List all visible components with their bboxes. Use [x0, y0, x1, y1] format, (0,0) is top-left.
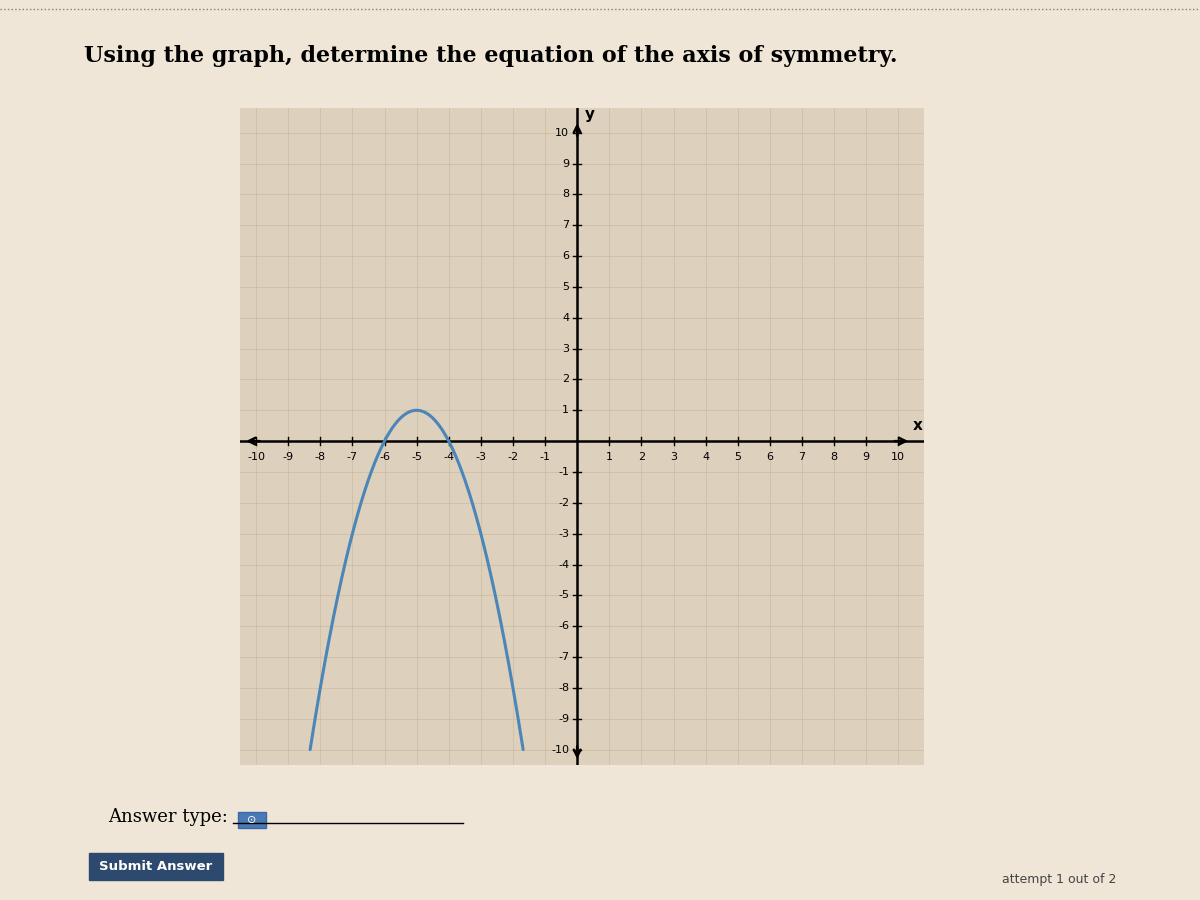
Text: x: x	[913, 418, 923, 434]
Text: 7: 7	[562, 220, 569, 230]
Text: ⊙: ⊙	[247, 815, 257, 825]
Text: -8: -8	[558, 683, 569, 693]
Text: -5: -5	[412, 452, 422, 462]
Text: -1: -1	[540, 452, 551, 462]
Text: 5: 5	[562, 282, 569, 292]
Text: -9: -9	[558, 714, 569, 724]
Text: 10: 10	[556, 128, 569, 138]
Text: 4: 4	[702, 452, 709, 462]
Text: -10: -10	[551, 744, 569, 754]
Text: 9: 9	[562, 158, 569, 168]
Text: Submit Answer: Submit Answer	[100, 860, 212, 873]
Text: -1: -1	[558, 467, 569, 477]
Text: -3: -3	[558, 528, 569, 539]
Text: 6: 6	[562, 251, 569, 261]
Text: 3: 3	[562, 344, 569, 354]
Text: 1: 1	[606, 452, 613, 462]
Text: -8: -8	[314, 452, 326, 462]
Text: 5: 5	[734, 452, 742, 462]
Text: 4: 4	[562, 312, 569, 323]
Text: -5: -5	[558, 590, 569, 600]
Text: 7: 7	[798, 452, 805, 462]
Text: 1: 1	[562, 405, 569, 415]
Text: 2: 2	[562, 374, 569, 384]
Text: 3: 3	[670, 452, 677, 462]
FancyBboxPatch shape	[238, 812, 266, 828]
Text: 8: 8	[562, 189, 569, 200]
Text: Using the graph, determine the equation of the axis of symmetry.: Using the graph, determine the equation …	[84, 45, 898, 67]
Text: 9: 9	[863, 452, 870, 462]
Text: Answer type:: Answer type:	[108, 808, 228, 826]
Text: -7: -7	[558, 652, 569, 662]
Text: -4: -4	[558, 560, 569, 570]
Text: 8: 8	[830, 452, 838, 462]
Text: -7: -7	[347, 452, 358, 462]
Text: -6: -6	[379, 452, 390, 462]
Text: 2: 2	[638, 452, 644, 462]
Text: -6: -6	[558, 621, 569, 631]
FancyBboxPatch shape	[89, 853, 223, 880]
Text: 6: 6	[767, 452, 773, 462]
Text: attempt 1 out of 2: attempt 1 out of 2	[1002, 874, 1116, 886]
Text: -3: -3	[475, 452, 486, 462]
Text: -2: -2	[508, 452, 518, 462]
Text: -9: -9	[283, 452, 294, 462]
Text: -4: -4	[443, 452, 455, 462]
Text: -2: -2	[558, 498, 569, 508]
Text: y: y	[586, 107, 595, 122]
Text: -10: -10	[247, 452, 265, 462]
Text: 10: 10	[892, 452, 905, 462]
